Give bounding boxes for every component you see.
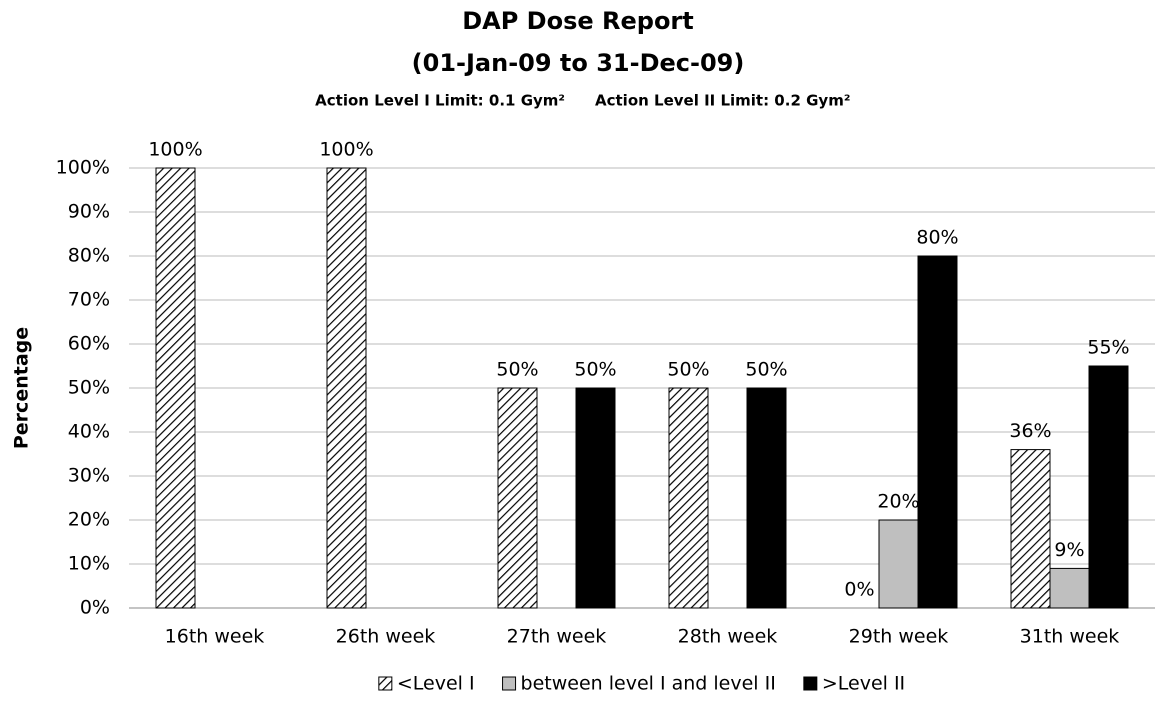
bar: [1088, 365, 1129, 609]
legend-label: <Level I: [397, 673, 475, 695]
x-tick-label: 29th week: [849, 626, 949, 648]
chart-subtitle: (01-Jan-09 to 31-Dec-09): [412, 49, 745, 77]
y-tick-label: 50%: [68, 377, 110, 399]
bar: [1049, 567, 1090, 609]
y-tick-label: 30%: [68, 465, 110, 487]
bar: [878, 519, 919, 609]
value-label: 50%: [745, 359, 787, 381]
x-tick-label: 31th week: [1020, 626, 1120, 648]
legend: <Level I between level I and level II >Lev…: [378, 673, 905, 695]
value-label: 20%: [877, 491, 919, 513]
value-label: 100%: [319, 139, 373, 161]
y-axis-label: Percentage: [11, 327, 33, 449]
value-label: 9%: [1054, 539, 1084, 561]
annotation: Action Level I Limit: 0.1 Gym²: [315, 92, 565, 110]
bar: [497, 387, 538, 609]
y-tick-label: 90%: [68, 201, 110, 223]
bar: [155, 167, 196, 609]
y-tick-label: 100%: [56, 157, 110, 179]
bar: [746, 387, 787, 609]
value-label: 55%: [1087, 337, 1129, 359]
value-label: 50%: [574, 359, 616, 381]
value-label: 50%: [667, 359, 709, 381]
y-tick-label: 80%: [68, 245, 110, 267]
value-label: 100%: [148, 139, 202, 161]
x-tick-label: 27th week: [507, 626, 607, 648]
y-tick-label: 0%: [80, 597, 110, 619]
annotation: Action Level II Limit: 0.2 Gym²: [595, 92, 850, 110]
value-label: 0%: [844, 579, 874, 601]
legend-swatch: [378, 676, 393, 691]
value-label: 80%: [916, 227, 958, 249]
value-label: 36%: [1009, 420, 1051, 442]
legend-swatch: [502, 676, 517, 691]
y-tick-label: 70%: [68, 289, 110, 311]
bar: [326, 167, 367, 609]
y-tick-label: 20%: [68, 509, 110, 531]
y-tick-label: 10%: [68, 553, 110, 575]
bar: [917, 255, 958, 609]
legend-swatch: [803, 676, 818, 691]
y-tick-label: 40%: [68, 421, 110, 443]
chart-title: DAP Dose Report: [462, 7, 694, 35]
y-tick-label: 60%: [68, 333, 110, 355]
x-tick-label: 16th week: [165, 626, 265, 648]
value-label: 50%: [496, 359, 538, 381]
x-tick-label: 28th week: [678, 626, 778, 648]
bar: [668, 387, 709, 609]
bar: [575, 387, 616, 609]
x-tick-label: 26th week: [336, 626, 436, 648]
legend-label: between level I and level II: [521, 673, 776, 695]
bar: [1010, 449, 1051, 609]
legend-label: >Level II: [822, 673, 905, 695]
